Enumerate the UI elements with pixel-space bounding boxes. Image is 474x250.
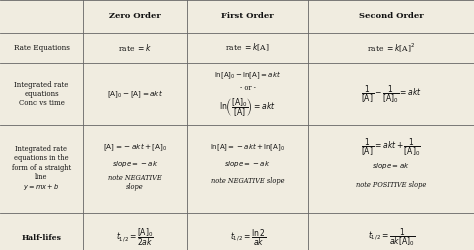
Text: $t_{1/2} = \dfrac{\ln 2}{ak}$: $t_{1/2} = \dfrac{\ln 2}{ak}$ <box>229 227 266 248</box>
Text: $slope = ak$: $slope = ak$ <box>372 161 410 171</box>
Text: $[\mathrm{A}]_0 - [\mathrm{A}] = akt$: $[\mathrm{A}]_0 - [\mathrm{A}] = akt$ <box>107 88 163 100</box>
Text: Integrated rate
equations in the
form of a straight
line
$y = mx + b$: Integrated rate equations in the form of… <box>12 145 71 192</box>
Text: $[\mathrm{A}] = -akt + [\mathrm{A}]_0$: $[\mathrm{A}] = -akt + [\mathrm{A}]_0$ <box>103 142 167 153</box>
Text: $\dfrac{1}{[\mathrm{A}]} = akt + \dfrac{1}{[\mathrm{A}]_0}$: $\dfrac{1}{[\mathrm{A}]} = akt + \dfrac{… <box>361 136 421 158</box>
Text: Integrated rate
equations
Conc vs time: Integrated rate equations Conc vs time <box>14 80 69 107</box>
Text: note NEGATIVE slope: note NEGATIVE slope <box>211 177 284 185</box>
Text: $\ln[\mathrm{A}] = -akt + \ln[\mathrm{A}]_0$: $\ln[\mathrm{A}] = -akt + \ln[\mathrm{A}… <box>210 142 285 153</box>
Text: Half-lifes: Half-lifes <box>21 234 62 241</box>
Text: $slope = -ak$: $slope = -ak$ <box>225 159 271 169</box>
Text: rate $= k$: rate $= k$ <box>118 42 152 53</box>
Text: First Order: First Order <box>221 12 274 20</box>
Text: $slope = -ak$: $slope = -ak$ <box>112 159 158 169</box>
Text: note POSITIVE slope: note POSITIVE slope <box>356 181 426 189</box>
Text: $t_{1/2} = \dfrac{[\mathrm{A}]_0}{2ak}$: $t_{1/2} = \dfrac{[\mathrm{A}]_0}{2ak}$ <box>116 226 154 248</box>
Text: Second Order: Second Order <box>359 12 423 20</box>
Text: rate $= k$[A]: rate $= k$[A] <box>225 42 270 53</box>
Text: Zero Order: Zero Order <box>109 12 161 20</box>
Text: $\ln[\mathrm{A}]_0 - \ln[\mathrm{A}] = akt$: $\ln[\mathrm{A}]_0 - \ln[\mathrm{A}] = a… <box>214 69 281 81</box>
Text: - or -: - or - <box>240 84 255 92</box>
Text: $\ln\!\left(\dfrac{[\mathrm{A}]_0}{[\mathrm{A}]}\right) = akt$: $\ln\!\left(\dfrac{[\mathrm{A}]_0}{[\mat… <box>219 96 276 119</box>
Text: $t_{1/2} = \dfrac{1}{ak[\mathrm{A}]_0}$: $t_{1/2} = \dfrac{1}{ak[\mathrm{A}]_0}$ <box>367 226 415 248</box>
Text: rate $= k$[A]$^2$: rate $= k$[A]$^2$ <box>367 41 415 54</box>
Text: $\dfrac{1}{[\mathrm{A}]} - \dfrac{1}{[\mathrm{A}]_0} = akt$: $\dfrac{1}{[\mathrm{A}]} - \dfrac{1}{[\m… <box>361 83 421 105</box>
Text: note NEGATIVE
slope: note NEGATIVE slope <box>108 174 162 191</box>
Text: Rate Equations: Rate Equations <box>14 44 69 52</box>
